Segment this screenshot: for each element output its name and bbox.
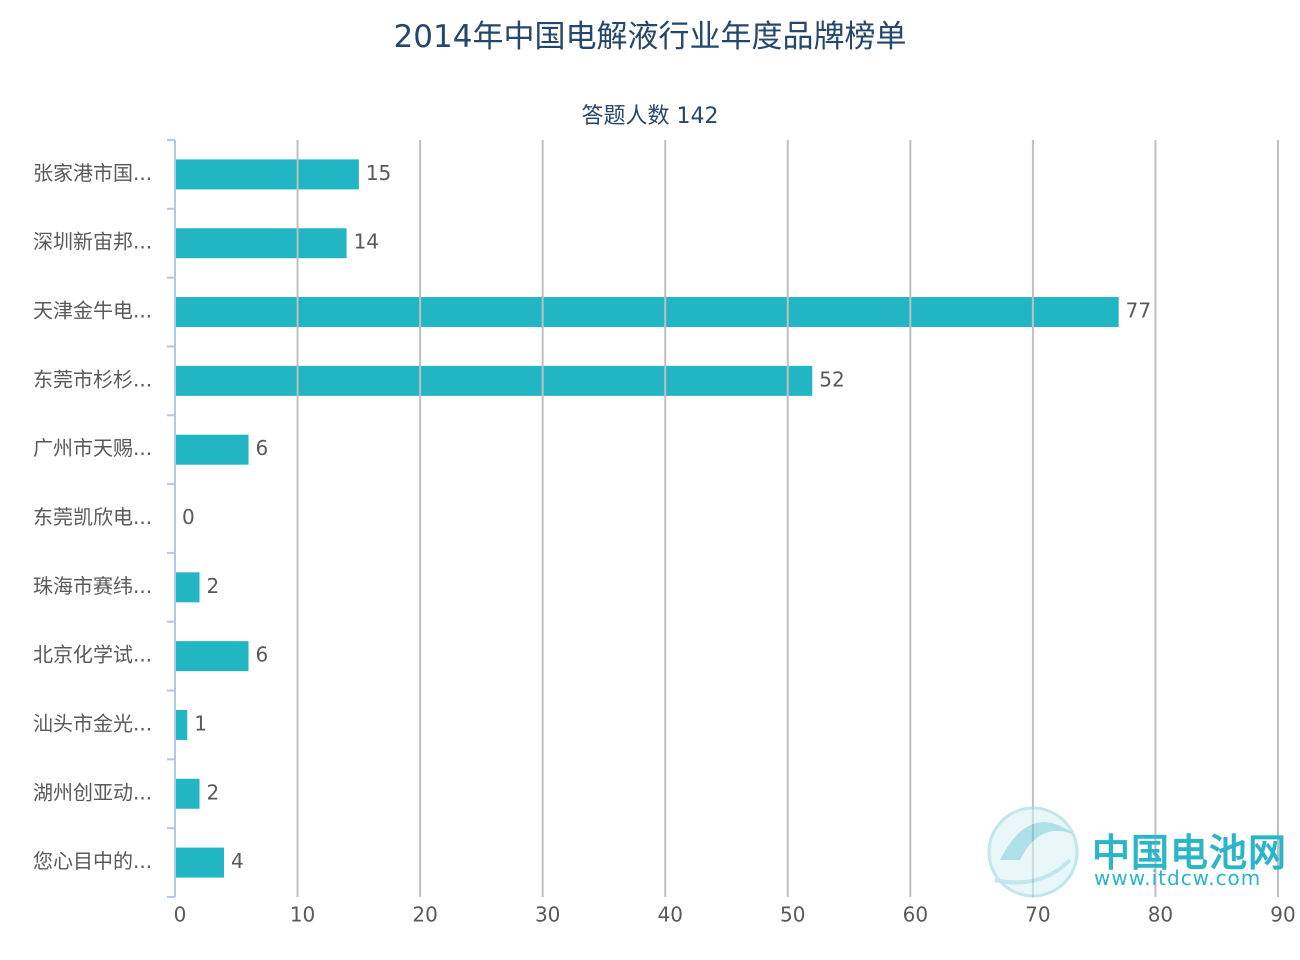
value-label: 2 bbox=[207, 574, 220, 598]
x-tick-label: 10 bbox=[290, 903, 315, 927]
y-tick-label: 张家港市国... bbox=[33, 161, 152, 185]
y-tick-label: 深圳新宙邦... bbox=[33, 230, 152, 254]
y-tick-label: 东莞凯欣电... bbox=[33, 505, 152, 529]
y-tick-label: 广州市天赐... bbox=[33, 436, 152, 460]
x-tick-label: 20 bbox=[412, 903, 437, 927]
x-tick-label: 50 bbox=[780, 903, 805, 927]
bar bbox=[175, 159, 359, 190]
x-tick-label: 40 bbox=[657, 903, 682, 927]
x-tick-label: 80 bbox=[1148, 903, 1173, 927]
watermark-logo bbox=[987, 806, 1079, 898]
watermark-title: 中国电池网 bbox=[1092, 831, 1288, 875]
x-tick-label: 90 bbox=[1270, 903, 1295, 927]
value-label: 6 bbox=[256, 643, 269, 667]
bar bbox=[175, 365, 813, 396]
y-tick-label: 汕头市金光... bbox=[33, 711, 152, 735]
value-label: 2 bbox=[207, 780, 220, 804]
value-label: 6 bbox=[256, 436, 269, 460]
value-label: 77 bbox=[1126, 299, 1151, 323]
y-tick-label: 您心目中的... bbox=[33, 849, 152, 873]
chart-subtitle: 答题人数 142 bbox=[581, 104, 719, 129]
watermark-url: www.itdcw.com bbox=[1094, 866, 1262, 890]
bar bbox=[175, 434, 249, 465]
x-tick-label: 30 bbox=[535, 903, 560, 927]
value-label: 1 bbox=[194, 711, 207, 735]
chart-title: 2014年中国电解液行业年度品牌榜单 bbox=[393, 19, 907, 55]
bar bbox=[175, 228, 347, 259]
x-tick-label: 0 bbox=[174, 903, 187, 927]
y-tick-label: 珠海市赛纬... bbox=[33, 574, 152, 598]
value-label: 0 bbox=[182, 505, 195, 529]
bar bbox=[175, 572, 200, 603]
value-label: 4 bbox=[231, 849, 244, 873]
x-tick-label: 70 bbox=[1025, 903, 1050, 927]
y-tick-label: 北京化学试... bbox=[33, 643, 152, 667]
y-tick-label: 湖州创亚动... bbox=[33, 780, 152, 804]
bar bbox=[175, 847, 225, 878]
bar bbox=[175, 297, 1119, 328]
value-label: 15 bbox=[366, 161, 391, 185]
value-label: 52 bbox=[819, 367, 844, 391]
y-tick-label: 东莞市杉杉... bbox=[33, 367, 152, 391]
value-label: 14 bbox=[354, 230, 379, 254]
x-tick-label: 60 bbox=[903, 903, 928, 927]
bar bbox=[175, 641, 249, 672]
bar bbox=[175, 778, 200, 809]
bar bbox=[175, 709, 188, 740]
y-tick-label: 天津金牛电... bbox=[33, 299, 152, 323]
